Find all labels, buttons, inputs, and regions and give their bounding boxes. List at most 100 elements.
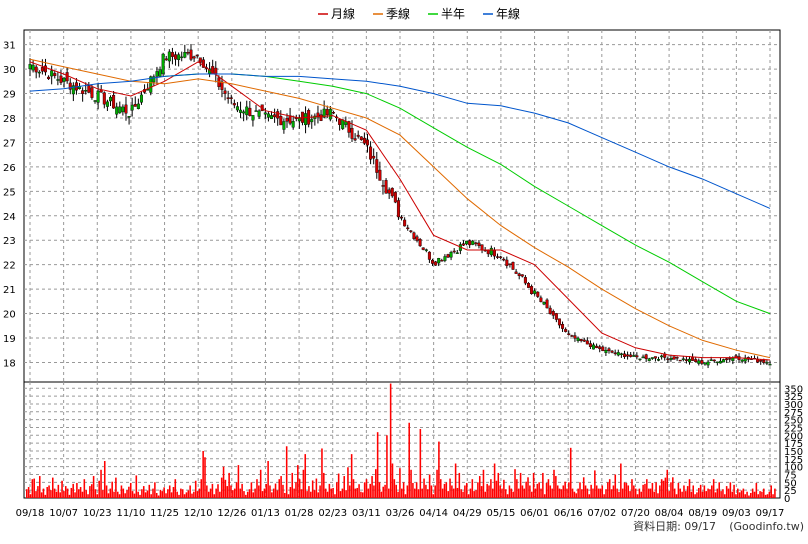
volume-bar-31 (83, 479, 86, 498)
volume-bar-13 (50, 490, 52, 498)
candle-body-115 (384, 180, 388, 194)
volume-bar-42 (103, 461, 106, 498)
volume-bar-94 (200, 479, 203, 498)
candle-body-210 (678, 359, 682, 362)
volume-bar-354 (683, 485, 685, 498)
candle-body-111 (372, 155, 376, 159)
volume-bar-226 (445, 482, 448, 498)
candle-body-8 (53, 73, 57, 76)
candle-body-227 (731, 357, 735, 362)
candle-body-29 (118, 106, 122, 114)
volume-bar-332 (642, 484, 644, 498)
volume-bar-132 (271, 492, 273, 498)
volume-bar-314 (608, 479, 611, 498)
volume-bar-137 (280, 476, 282, 498)
price-tick-label-3: 21 (3, 285, 16, 296)
volume-bar-247 (484, 491, 487, 498)
volume-bar-223 (439, 479, 442, 498)
volume-bar-66 (148, 484, 151, 498)
volume-tick-label-7: 175 (784, 439, 803, 450)
volume-bar-177 (354, 488, 357, 498)
volume-bar-119 (246, 491, 249, 498)
volume-bar-135 (276, 490, 279, 498)
volume-bar-172 (345, 490, 347, 498)
volume-bar-275 (536, 483, 539, 498)
volume-bar-165 (332, 487, 334, 498)
volume-bar-309 (599, 488, 602, 498)
candle-body-77 (266, 113, 270, 118)
volume-bar-357 (688, 479, 691, 498)
volume-bar-138 (282, 484, 284, 498)
candle-body-230 (740, 359, 744, 362)
candle-body-169 (551, 311, 555, 316)
volume-bar-166 (334, 494, 336, 498)
candle-body-52 (189, 49, 193, 60)
candle-body-199 (644, 354, 648, 359)
volume-bar-230 (452, 488, 455, 498)
candle-body-208 (672, 356, 676, 360)
candle-body-70 (245, 106, 249, 116)
volume-bars (26, 383, 776, 498)
candle-body-21 (93, 100, 97, 102)
volume-bar-16 (55, 491, 58, 498)
candle-body-218 (703, 362, 707, 365)
volume-bar-337 (651, 482, 654, 498)
volume-bar-329 (636, 494, 639, 498)
volume-bar-222 (438, 441, 440, 498)
volume-bar-128 (263, 488, 266, 498)
volume-bar-271 (529, 485, 531, 498)
volume-tick-label-13: 325 (784, 392, 803, 403)
volume-bar-115 (239, 488, 242, 498)
volume-bar-245 (480, 486, 483, 498)
x-tick-label-12: 04/14 (419, 508, 448, 519)
volume-bar-153 (310, 491, 312, 498)
volume-bar-215 (425, 484, 427, 498)
volume-bar-22 (66, 488, 69, 498)
volume-bar-251 (491, 488, 494, 498)
volume-bar-232 (456, 487, 459, 498)
volume-bar-234 (460, 489, 462, 498)
candle-body-98 (331, 112, 335, 114)
volume-bar-40 (100, 469, 102, 498)
candle-body-149 (489, 247, 493, 256)
volume-bar-188 (375, 469, 377, 498)
volume-bar-83 (180, 488, 182, 498)
candle-body-19 (87, 85, 91, 93)
volume-bar-292 (568, 482, 570, 498)
volume-bar-277 (540, 488, 542, 498)
volume-bar-9 (42, 488, 45, 498)
candle-body-104 (350, 128, 354, 139)
volume-bar-82 (178, 494, 180, 498)
volume-bar-274 (534, 488, 537, 498)
candle-body-22 (96, 90, 100, 103)
volume-bar-62 (141, 489, 143, 498)
price-tick-label-13: 31 (3, 41, 16, 52)
volume-bar-248 (486, 483, 488, 498)
candle-body-124 (412, 232, 416, 239)
x-tick-label-22: 09/17 (756, 508, 785, 519)
volume-bar-213 (421, 488, 423, 498)
volume-bar-113 (235, 482, 238, 498)
volume-bar-324 (627, 485, 630, 498)
volume-bar-238 (467, 494, 470, 498)
volume-bar-259 (506, 494, 509, 498)
volume-bar-33 (87, 494, 89, 498)
candle-body-180 (585, 340, 589, 345)
volume-bar-28 (77, 489, 80, 498)
volume-bar-111 (232, 490, 234, 498)
candle-body-160 (523, 277, 527, 284)
volume-bar-322 (623, 482, 626, 498)
x-tick-label-4: 11/25 (150, 508, 179, 519)
candle-body-80 (276, 111, 280, 119)
candle-body-44 (164, 58, 168, 61)
volume-bar-356 (686, 486, 689, 498)
volume-bar-110 (230, 485, 232, 498)
volume-bar-298 (579, 482, 581, 498)
volume-bar-20 (63, 491, 65, 498)
candle-body-203 (657, 359, 661, 361)
x-tick-label-13: 04/29 (453, 508, 482, 519)
candle-body-17 (81, 90, 85, 94)
volume-bar-382 (735, 494, 737, 498)
volume-bar-209 (413, 488, 416, 498)
volume-bar-203 (402, 482, 405, 498)
